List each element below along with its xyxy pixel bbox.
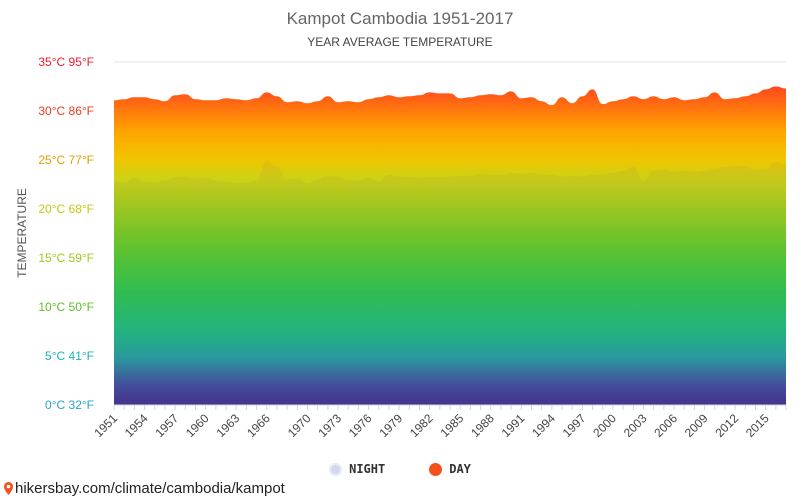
x-tick-label: 1954 xyxy=(122,411,151,440)
y-axis-title: TEMPERATURE xyxy=(15,188,29,278)
x-tick-label: 1991 xyxy=(499,411,528,440)
x-tick-label: 1970 xyxy=(285,411,314,440)
legend-day-label: DAY xyxy=(449,462,471,476)
x-axis-ticks xyxy=(113,405,787,410)
y-tick-label: 25°C 77°F xyxy=(38,153,94,167)
legend-day[interactable]: DAY xyxy=(429,462,471,476)
chart-title: Kampot Cambodia 1951-2017 xyxy=(287,9,514,28)
x-axis-labels: 1951 1954 1957 1960 1963 1966 1970 1973 1976 1979… xyxy=(91,411,772,440)
x-tick-label: 2015 xyxy=(743,411,772,440)
legend-night-label: NIGHT xyxy=(349,462,386,476)
y-tick-label: 20°C 68°F xyxy=(38,202,94,216)
x-tick-label: 1966 xyxy=(244,411,273,440)
chart-subtitle: YEAR AVERAGE TEMPERATURE xyxy=(307,35,492,49)
x-tick-label: 1994 xyxy=(529,411,558,440)
day-series-area xyxy=(114,86,786,405)
y-tick-label: 15°C 59°F xyxy=(38,251,94,265)
x-tick-label: 1963 xyxy=(214,411,243,440)
x-tick-label: 2000 xyxy=(590,411,619,440)
x-tick-label: 1957 xyxy=(152,411,181,440)
y-tick-label: 5°C 41°F xyxy=(45,349,94,363)
x-tick-label: 2006 xyxy=(651,411,680,440)
x-tick-label: 1951 xyxy=(91,411,120,440)
x-tick-label: 1976 xyxy=(346,411,375,440)
x-tick-label: 1997 xyxy=(560,411,589,440)
y-axis-labels: 0°C 32°F 5°C 41°F 10°C 50°F 15°C 59°F 20°C 6… xyxy=(38,55,94,412)
y-tick-label: 35°C 95°F xyxy=(38,55,94,69)
night-legend-dot-icon xyxy=(329,462,343,476)
y-tick-label: 10°C 50°F xyxy=(38,300,94,314)
x-tick-label: 1985 xyxy=(438,411,467,440)
x-tick-label: 2012 xyxy=(712,411,741,440)
chart-legend: NIGHT DAY xyxy=(0,462,800,476)
day-legend-dot-icon xyxy=(429,462,443,476)
source-link[interactable]: hikersbay.com/climate/cambodia/kampot xyxy=(4,480,285,497)
x-tick-label: 1988 xyxy=(468,411,497,440)
y-tick-label: 30°C 86°F xyxy=(38,104,94,118)
x-tick-label: 2009 xyxy=(682,411,711,440)
y-tick-label: 0°C 32°F xyxy=(45,398,94,412)
x-tick-label: 1960 xyxy=(183,411,212,440)
source-link-text: hikersbay.com/climate/cambodia/kampot xyxy=(15,480,285,497)
x-tick-label: 1982 xyxy=(407,411,436,440)
legend-night[interactable]: NIGHT xyxy=(329,462,385,476)
x-tick-label: 1979 xyxy=(376,411,405,440)
map-pin-icon xyxy=(4,482,13,495)
x-tick-label: 2003 xyxy=(621,411,650,440)
x-tick-label: 1973 xyxy=(315,411,344,440)
night-series-area xyxy=(114,161,786,405)
